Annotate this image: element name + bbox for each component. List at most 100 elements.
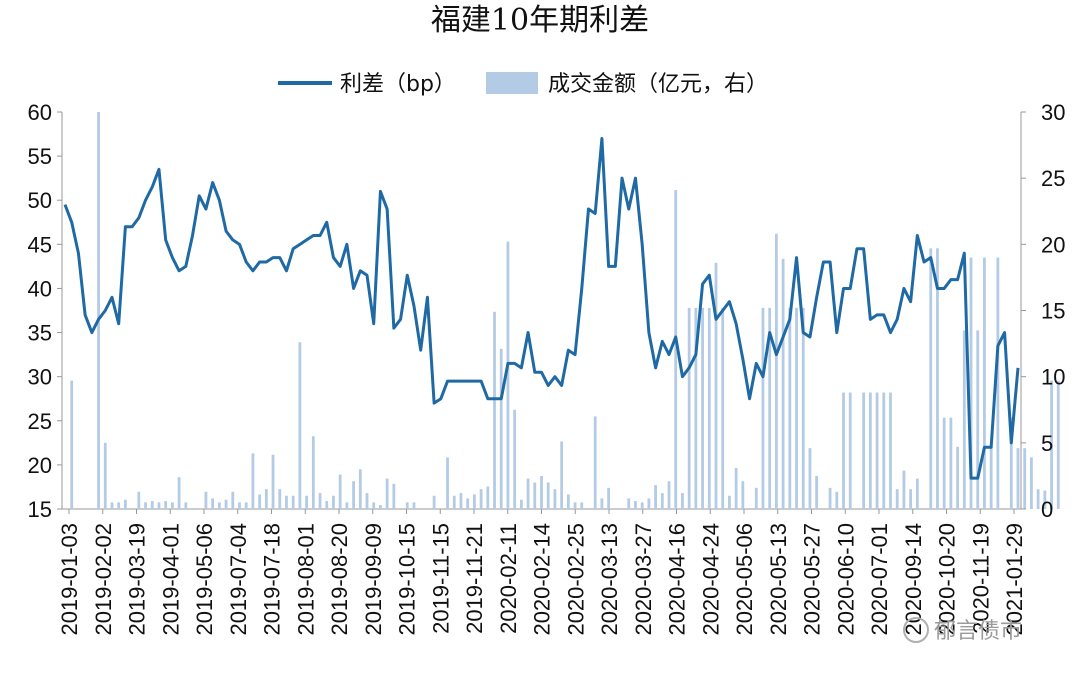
left-tick-label: 25 xyxy=(28,409,52,434)
volume-bar xyxy=(1030,457,1033,509)
right-tick-label: 30 xyxy=(1041,100,1065,125)
volume-bar xyxy=(828,487,832,509)
volume-bar xyxy=(667,481,671,509)
volume-bar xyxy=(318,493,322,509)
volume-bar xyxy=(761,307,765,509)
x-tick-label: 2019-04-01 xyxy=(158,523,183,636)
right-tick-label: 25 xyxy=(1041,166,1065,191)
volume-bar xyxy=(291,495,295,509)
volume-bars xyxy=(70,112,1060,510)
volume-bar xyxy=(889,392,892,509)
volume-bar xyxy=(593,416,597,509)
volume-bar xyxy=(365,493,369,509)
volume-bar xyxy=(432,495,436,509)
volume-bar xyxy=(842,392,845,509)
volume-bar xyxy=(1036,489,1040,509)
volume-bar xyxy=(989,446,993,509)
volume-bar xyxy=(513,409,517,509)
volume-bar xyxy=(372,502,376,509)
volume-bar xyxy=(788,307,792,509)
x-tick-label: 2019-02-02 xyxy=(91,523,116,636)
volume-bar xyxy=(506,241,510,509)
right-tick-label: 10 xyxy=(1041,365,1065,390)
x-tick-label: 2019-08-20 xyxy=(327,523,352,636)
x-tick-label: 2019-08-01 xyxy=(293,523,318,636)
volume-bar xyxy=(1023,448,1027,509)
volume-bar xyxy=(976,330,980,509)
watermark: 郁言债市 xyxy=(903,617,1022,644)
volume-bar xyxy=(969,257,973,509)
x-axis-ticks: 2019-01-03 2019-02-02 2019-03-19 2019-04-01… xyxy=(57,509,1027,636)
volume-bar xyxy=(795,307,798,509)
volume-bar xyxy=(707,307,711,509)
chart-title: 福建10年期利差 xyxy=(431,3,649,38)
volume-bar xyxy=(600,498,604,509)
volume-bar xyxy=(117,502,121,509)
volume-bar xyxy=(942,417,946,509)
volume-bar xyxy=(801,307,805,509)
volume-bar xyxy=(311,436,315,509)
volume-bar xyxy=(392,483,396,509)
volume-bar xyxy=(526,478,530,509)
x-tick-label: 2020-11-19 xyxy=(968,523,993,634)
left-tick-label: 40 xyxy=(28,276,52,301)
volume-bar xyxy=(862,392,866,509)
x-tick-label: 2020-03-27 xyxy=(631,523,656,636)
volume-bar xyxy=(305,495,309,509)
volume-bar xyxy=(573,502,577,509)
volume-bar xyxy=(379,505,382,509)
volume-bar xyxy=(211,498,215,509)
volume-bar xyxy=(446,457,449,509)
x-tick-label: 2020-02-25 xyxy=(563,523,588,636)
volume-bar xyxy=(1016,448,1020,509)
volume-bar xyxy=(144,502,147,509)
volume-bar xyxy=(519,499,523,509)
left-axis-ticks: 15 20 25 30 35 40 45 50 55 60 xyxy=(28,100,62,522)
x-tick-label: 2019-01-03 xyxy=(57,523,82,636)
volume-bar xyxy=(909,489,913,509)
volume-bar xyxy=(352,481,355,509)
legend-spread-label: 利差（bp） xyxy=(340,72,456,97)
spread-line xyxy=(63,136,1020,480)
x-tick-label: 2020-05-27 xyxy=(800,523,825,636)
volume-bar xyxy=(701,307,704,509)
spread-line-group xyxy=(63,136,1020,480)
x-tick-label: 2020-04-24 xyxy=(698,523,723,636)
left-tick-label: 15 xyxy=(28,497,52,522)
volume-bar xyxy=(902,470,906,509)
volume-bar xyxy=(580,502,584,509)
volume-bar xyxy=(1056,380,1060,509)
wechat-icon xyxy=(903,617,929,643)
volume-bar xyxy=(466,498,470,509)
volume-bar xyxy=(915,478,919,509)
volume-bar xyxy=(452,495,456,509)
volume-bar xyxy=(385,478,389,509)
left-tick-label: 30 xyxy=(28,365,52,390)
volume-bar xyxy=(721,307,725,509)
x-tick-label: 2020-04-16 xyxy=(665,523,690,636)
volume-bar xyxy=(983,257,986,509)
x-tick-label: 2019-03-19 xyxy=(125,523,150,636)
volume-bar xyxy=(472,494,476,509)
volume-bar xyxy=(781,258,785,509)
volume-bar xyxy=(848,392,852,509)
right-axis-ticks: 0 5 10 15 20 25 30 xyxy=(1021,100,1065,522)
volume-bar xyxy=(204,491,208,509)
volume-bar xyxy=(996,257,1000,509)
volume-bar xyxy=(150,501,154,509)
volume-bar xyxy=(956,446,959,509)
volume-bar xyxy=(177,477,181,509)
volume-bar xyxy=(647,498,651,509)
volume-bar xyxy=(687,307,691,509)
volume-bar xyxy=(345,502,349,509)
volume-bar xyxy=(170,502,174,509)
volume-bar xyxy=(251,453,255,509)
right-tick-label: 20 xyxy=(1041,232,1065,257)
volume-bar xyxy=(412,502,416,509)
volume-bar xyxy=(325,501,329,509)
volume-bar xyxy=(654,485,657,509)
x-tick-label: 2020-02-14 xyxy=(530,523,555,636)
left-tick-label: 35 xyxy=(28,321,52,346)
right-tick-label: 15 xyxy=(1041,299,1065,324)
volume-bar xyxy=(553,489,557,509)
